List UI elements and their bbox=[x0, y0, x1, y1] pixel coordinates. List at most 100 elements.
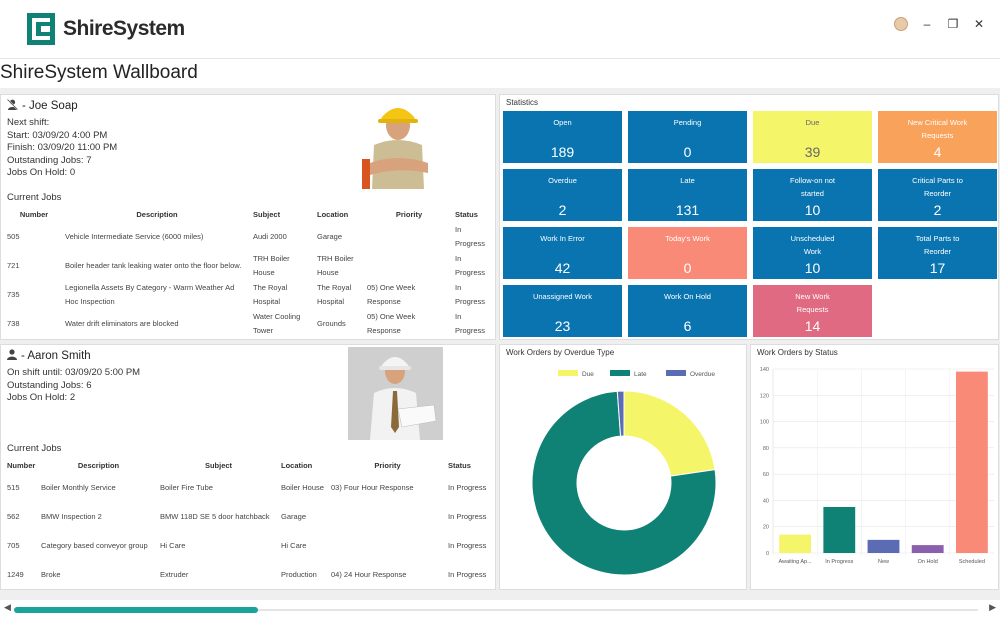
stat-tile-pending[interactable]: Pending 0 bbox=[628, 111, 747, 163]
bar-awaiting-ap-[interactable] bbox=[779, 534, 812, 553]
app-logo: ShireSystem bbox=[27, 13, 185, 45]
bar-in-progress[interactable] bbox=[823, 507, 856, 553]
legend-label[interactable]: Due bbox=[582, 371, 594, 378]
cell: In Progress bbox=[448, 511, 487, 521]
cell: Garage bbox=[281, 511, 307, 521]
col-priority[interactable]: Priority bbox=[395, 209, 423, 219]
avatar-icon bbox=[894, 17, 908, 31]
close-button[interactable]: ✕ bbox=[972, 17, 986, 31]
window-controls: – ❐ ✕ bbox=[894, 17, 986, 31]
table-row[interactable]: 721 Boiler header tank leaking water ont… bbox=[5, 251, 495, 280]
app-header: ShireSystem – ❐ ✕ bbox=[0, 0, 1000, 58]
stat-tile-due[interactable]: Due 39 bbox=[753, 111, 872, 163]
stat-tile-overdue[interactable]: Overdue 2 bbox=[503, 169, 622, 221]
cell: 05) One Week Response bbox=[367, 282, 416, 306]
cell: Production bbox=[281, 569, 317, 579]
table-row[interactable]: 515 Boiler Monthly Service Boiler Fire T… bbox=[5, 473, 495, 502]
cell: 04) 24 Hour Response bbox=[331, 569, 407, 579]
table-row[interactable]: 1249 Broke Extruder Production 04) 24 Ho… bbox=[5, 560, 495, 589]
cell: TRH Boiler House bbox=[317, 253, 354, 277]
stat-tile-value: 6 bbox=[683, 318, 692, 334]
legend-label[interactable]: Overdue bbox=[690, 371, 715, 378]
table-row[interactable]: 562 BMW Inspection 2 BMW 118D SE 5 door … bbox=[5, 502, 495, 531]
col-number[interactable]: Number bbox=[7, 460, 36, 470]
stat-tile-label: Work On Hold bbox=[664, 292, 711, 301]
scrollbar-rail bbox=[258, 609, 978, 611]
col-location[interactable]: Location bbox=[281, 460, 313, 470]
employee-panel-aaron-smith: - Aaron Smith On shift until: 03/09/20 5… bbox=[0, 344, 496, 590]
col-description[interactable]: Description bbox=[136, 209, 178, 219]
user-slash-icon bbox=[6, 98, 19, 113]
stat-tile-unassigned-work[interactable]: Unassigned Work 23 bbox=[503, 285, 622, 337]
scroll-right-icon[interactable]: ▶ bbox=[989, 602, 996, 612]
col-priority[interactable]: Priority bbox=[374, 460, 401, 470]
employee-name: - Aaron Smith bbox=[7, 349, 91, 363]
cell: 721 bbox=[7, 260, 20, 270]
donut-chart: Due Late Overdue bbox=[531, 370, 717, 576]
stat-tile-work-in-error[interactable]: Work In Error 42 bbox=[503, 227, 622, 279]
stat-tile-new-work-requests[interactable]: New Work Requests 14 bbox=[753, 285, 872, 337]
stat-tile-label: Total Parts to Reorder bbox=[915, 234, 960, 256]
close-icon: ✕ bbox=[973, 17, 985, 31]
minimize-button[interactable]: – bbox=[920, 17, 934, 31]
cell: In Progress bbox=[455, 282, 486, 306]
cell bbox=[365, 251, 453, 280]
donut-slice-overdue[interactable] bbox=[616, 390, 625, 437]
col-status[interactable]: Status bbox=[448, 460, 471, 470]
info-line: Jobs On Hold: 2 bbox=[7, 392, 76, 403]
cell bbox=[329, 502, 446, 531]
status-chart-panel: Work Orders by Status 0 20 40 60 80 100 120 140… bbox=[750, 344, 999, 590]
cell: In Progress bbox=[455, 253, 486, 277]
employee-name-text: - Joe Soap bbox=[22, 100, 78, 112]
bar-scheduled[interactable] bbox=[955, 371, 988, 553]
info-line: Outstanding Jobs: 6 bbox=[7, 379, 92, 391]
stat-tile-work-on-hold[interactable]: Work On Hold 6 bbox=[628, 285, 747, 337]
bar-on-hold[interactable] bbox=[911, 545, 944, 553]
info-line: Start: 03/09/20 4:00 PM bbox=[7, 129, 108, 141]
user-avatar[interactable] bbox=[894, 17, 908, 31]
cell: Broke bbox=[41, 569, 61, 579]
col-status[interactable]: Status bbox=[455, 209, 478, 219]
stat-tile-value: 0 bbox=[683, 260, 692, 276]
statistics-panel: Statistics Open 189 Pending 0 Due 39 New Criti… bbox=[499, 94, 999, 340]
scrollbar-thumb[interactable] bbox=[14, 607, 258, 613]
stat-tile-total-parts-to-reorder[interactable]: Total Parts to Reorder 17 bbox=[878, 227, 997, 279]
scroll-left-icon[interactable]: ◀ bbox=[4, 602, 11, 612]
stat-tile-unscheduled-work[interactable]: Unscheduled Work 10 bbox=[753, 227, 872, 279]
chart-title: Work Orders by Status bbox=[757, 348, 838, 357]
stat-tile-label: Today's Work bbox=[665, 234, 710, 243]
cell: In Progress bbox=[448, 482, 487, 492]
employee-panel-joe-soap: - Joe Soap Next shift: Start: 03/09/20 4… bbox=[0, 94, 496, 340]
horizontal-scrollbar[interactable]: ◀ ▶ bbox=[0, 600, 1000, 618]
legend-label[interactable]: Late bbox=[634, 371, 647, 378]
cell: Water Cooling Tower bbox=[253, 311, 301, 335]
donut-slice-due[interactable] bbox=[623, 390, 716, 477]
col-number[interactable]: Number bbox=[19, 209, 49, 219]
cell: Hi Care bbox=[281, 540, 307, 550]
stat-tile-today-s-work[interactable]: Today's Work 0 bbox=[628, 227, 747, 279]
stat-tile-new-critical-work-requests[interactable]: New Critical Work Requests 4 bbox=[878, 111, 997, 163]
y-tick-label: 140 bbox=[760, 367, 769, 373]
stat-tile-follow-on-not-started[interactable]: Follow-on not started 10 bbox=[753, 169, 872, 221]
col-subject[interactable]: Subject bbox=[253, 209, 281, 219]
stat-tile-late[interactable]: Late 131 bbox=[628, 169, 747, 221]
stat-tile-open[interactable]: Open 189 bbox=[503, 111, 622, 163]
table-row[interactable]: 505 Vehicle Intermediate Service (6000 m… bbox=[5, 222, 495, 251]
cell: Water drift eliminators are blocked bbox=[65, 318, 179, 328]
stat-tile-label: Unassigned Work bbox=[532, 292, 593, 301]
donut-slice-late[interactable] bbox=[531, 390, 717, 576]
col-description[interactable]: Description bbox=[77, 460, 120, 470]
stat-tile-critical-parts-to-reorder[interactable]: Critical Parts to Reorder 2 bbox=[878, 169, 997, 221]
x-tick-label: In Progress bbox=[825, 559, 853, 565]
legend-swatch bbox=[666, 370, 686, 376]
stat-tile-label: Overdue bbox=[548, 176, 577, 185]
col-subject[interactable]: Subject bbox=[204, 460, 233, 470]
table-row[interactable]: 738 Water drift eliminators are blocked … bbox=[5, 309, 495, 338]
bar-new[interactable] bbox=[867, 539, 900, 553]
restore-button[interactable]: ❐ bbox=[946, 17, 960, 31]
cell bbox=[329, 531, 446, 560]
table-row[interactable]: 705 Category based conveyor group Hi Car… bbox=[5, 531, 495, 560]
cell: TRH Boiler House bbox=[253, 253, 290, 277]
table-row[interactable]: 735 Legionella Assets By Category - Warm… bbox=[5, 280, 495, 309]
col-location[interactable]: Location bbox=[317, 209, 349, 219]
